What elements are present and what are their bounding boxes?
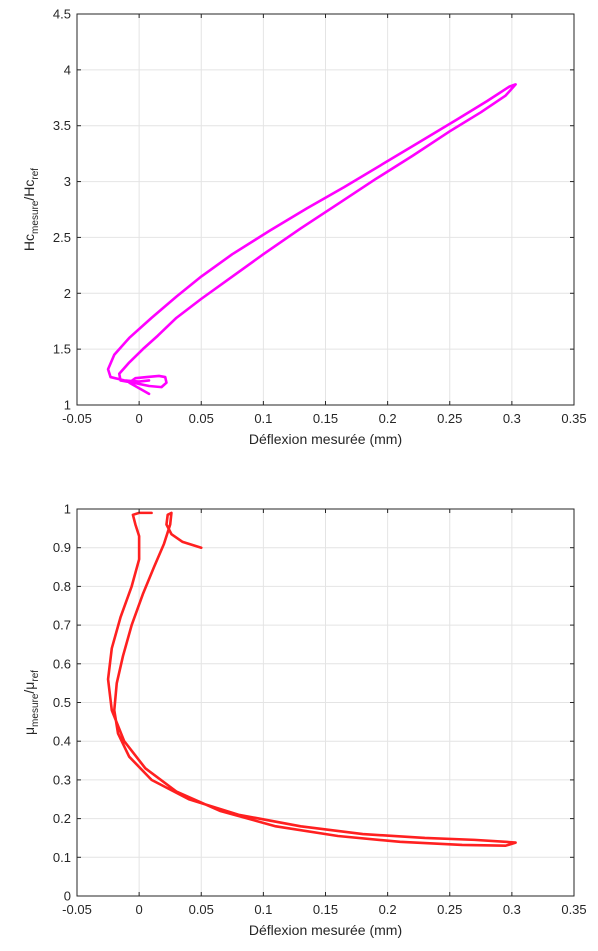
y-tick-label: 1 — [64, 398, 71, 413]
x-tick-label: 0.3 — [503, 902, 521, 917]
y-tick-label: 4.5 — [53, 7, 71, 22]
y-tick-label: 1 — [64, 502, 71, 517]
x-tick-label: 0.1 — [254, 902, 272, 917]
y-tick-label: 0.4 — [53, 734, 71, 749]
mu-chart: -0.05 0 0.05 0.1 0.15 0.2 0.25 0.3 0.3500.10.20.… — [21, 502, 587, 939]
x-tick-label: 0.25 — [437, 902, 462, 917]
y-tick-label: 4 — [64, 62, 71, 77]
x-tick-label: 0 — [136, 411, 143, 426]
x-tick-label: 0.05 — [189, 411, 214, 426]
hc-chart: -0.05 0 0.05 0.1 0.15 0.2 0.25 0.3 0.35 1 1.5 2 2.5 3… — [21, 7, 587, 448]
x-tick-label: 0.35 — [561, 411, 586, 426]
y-tick-label: 3.5 — [53, 118, 71, 133]
x-tick-label: 0.15 — [313, 411, 338, 426]
y-tick-label: 0.8 — [53, 579, 71, 594]
x-tick-label: 0.05 — [189, 902, 214, 917]
x-tick-label: 0.35 — [561, 902, 586, 917]
series-line — [106, 83, 517, 396]
x-axis-label: Déflexion mesurée (mm) — [249, 922, 402, 938]
y-tick-label: 0.7 — [53, 618, 71, 633]
y-tick-label: 0.9 — [53, 540, 71, 555]
x-tick-label: 0.25 — [437, 411, 462, 426]
x-tick-label: 0.3 — [503, 411, 521, 426]
x-tick-label: 0.15 — [313, 902, 338, 917]
x-tick-label: -0.05 — [62, 411, 92, 426]
series-line — [106, 511, 517, 847]
y-tick-label: 2 — [64, 286, 71, 301]
y-axis-label: μmesure/μref — [21, 670, 41, 735]
x-tick-label: 0.2 — [379, 902, 397, 917]
x-tick-label: 0.2 — [379, 411, 397, 426]
y-tick-label: 3 — [64, 174, 71, 189]
y-tick-label: 0.2 — [53, 811, 71, 826]
y-tick-label: 0.6 — [53, 656, 71, 671]
y-tick-label: 1.5 — [53, 342, 71, 357]
y-tick-label: 2.5 — [53, 230, 71, 245]
x-tick-label: 0 — [136, 902, 143, 917]
x-tick-label: -0.05 — [62, 902, 92, 917]
y-tick-label: 0.1 — [53, 850, 71, 865]
x-axis-label: Déflexion mesurée (mm) — [249, 431, 402, 447]
x-tick-label: 0.1 — [254, 411, 272, 426]
y-tick-label: 0 — [64, 889, 71, 904]
y-tick-label: 0.3 — [53, 772, 71, 787]
y-axis-label: Hcmesure/Hcref — [21, 168, 41, 251]
y-tick-label: 0.5 — [53, 695, 71, 710]
